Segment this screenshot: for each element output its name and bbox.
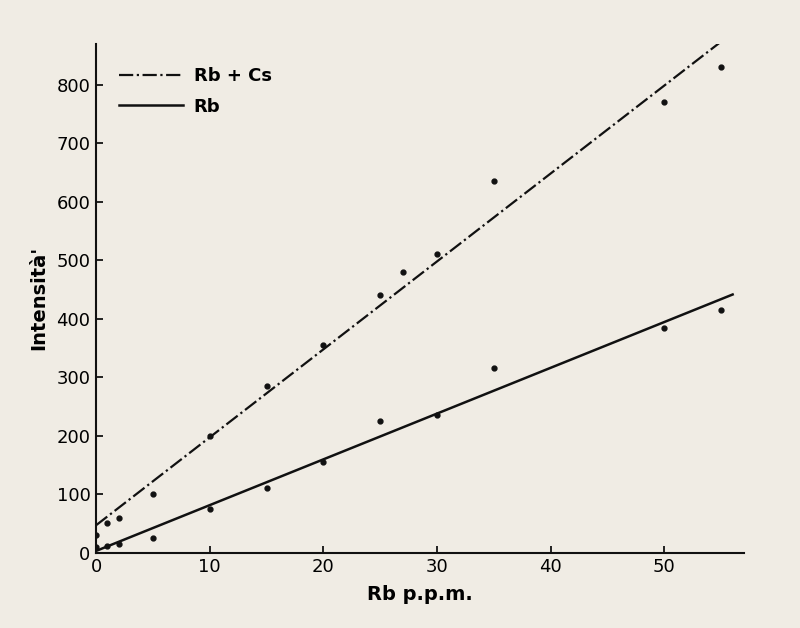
Rb + Cs <box>398 284 407 292</box>
Rb + Cs <box>470 229 480 236</box>
Rb + Cs <box>91 521 101 529</box>
X-axis label: Rb p.p.m.: Rb p.p.m. <box>367 585 473 604</box>
Rb <box>436 408 446 416</box>
Line: Rb: Rb <box>96 295 733 551</box>
Legend: Rb + Cs, Rb: Rb + Cs, Rb <box>105 53 286 131</box>
Rb + Cs <box>613 118 622 126</box>
Rb + Cs <box>394 288 403 295</box>
Rb <box>394 425 403 433</box>
Rb + Cs <box>436 255 446 263</box>
Rb + Cs <box>713 41 722 48</box>
Y-axis label: Intensità': Intensità' <box>29 246 48 350</box>
Rb <box>91 547 101 555</box>
Rb <box>713 297 722 305</box>
Rb <box>613 337 622 345</box>
Rb + Cs <box>728 29 738 36</box>
Rb <box>470 394 480 402</box>
Line: Rb + Cs: Rb + Cs <box>96 33 733 525</box>
Rb <box>398 424 407 431</box>
Rb <box>728 291 738 298</box>
